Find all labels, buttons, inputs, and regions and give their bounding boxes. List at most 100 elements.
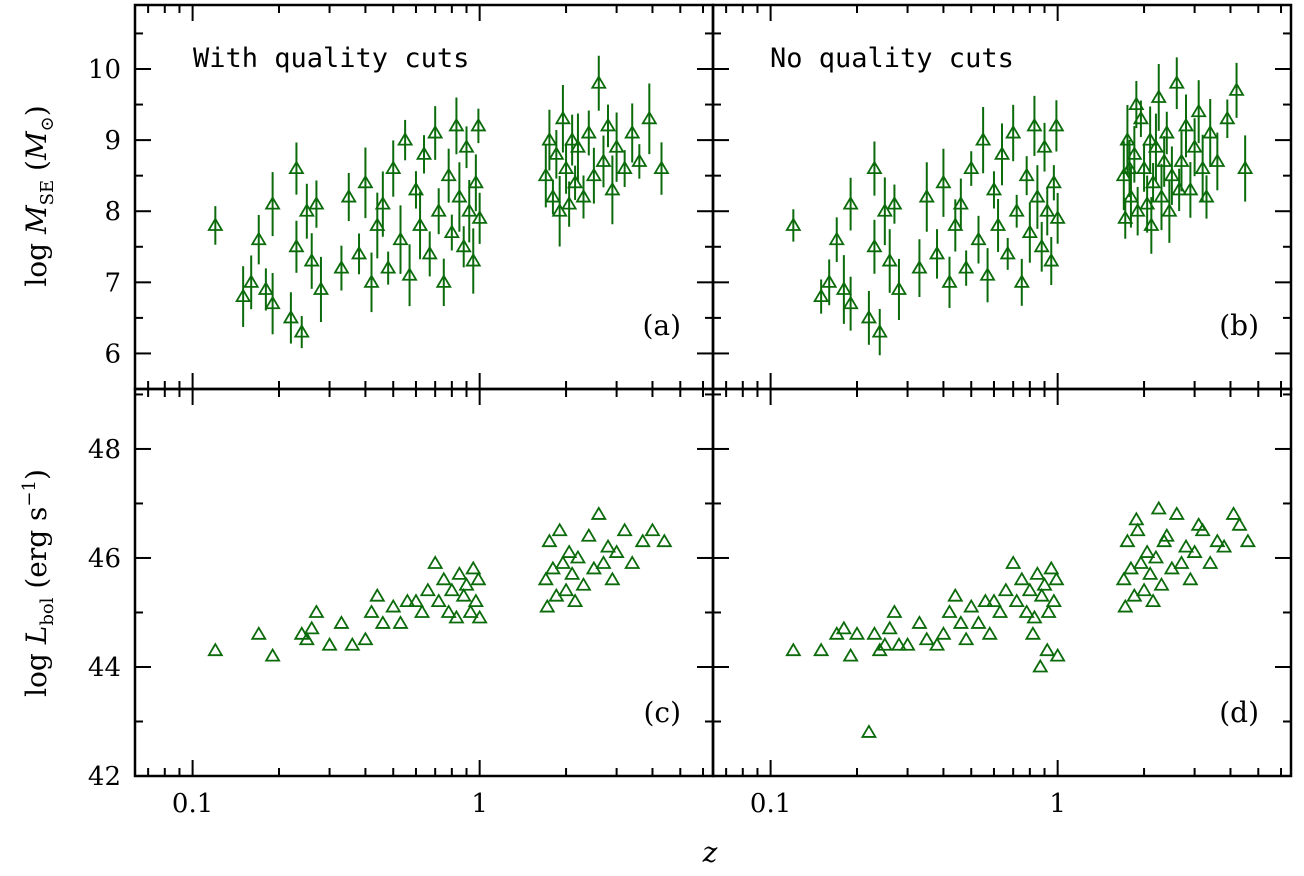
data-point	[590, 74, 607, 89]
data-point	[866, 626, 883, 640]
data-point	[876, 202, 893, 217]
data-point	[656, 533, 673, 548]
data-series	[785, 500, 1256, 738]
data-point	[419, 582, 436, 597]
data-point	[1018, 167, 1035, 182]
data-point	[567, 174, 584, 189]
data-point	[928, 245, 946, 260]
data-point	[1239, 533, 1256, 548]
data-point	[557, 160, 575, 175]
data-point	[207, 217, 224, 231]
data-point	[595, 555, 612, 569]
data-point	[357, 631, 374, 646]
data-point	[250, 231, 267, 246]
data-point	[604, 571, 621, 586]
data-point	[1161, 202, 1178, 217]
data-point	[997, 582, 1014, 597]
data-point	[1121, 160, 1138, 175]
data-point	[899, 636, 916, 651]
data-series	[785, 57, 1254, 356]
data-point	[590, 506, 607, 520]
y-tick-label: 6	[104, 339, 121, 369]
data-point	[991, 604, 1009, 618]
data-point	[1143, 217, 1160, 231]
x-tick-label: 1	[1049, 789, 1066, 819]
data-point	[1209, 533, 1226, 548]
data-point	[1177, 538, 1195, 553]
data-point	[842, 195, 859, 210]
data-point	[1142, 131, 1159, 146]
data-point	[1168, 506, 1185, 520]
data-point	[1158, 124, 1175, 139]
data-point	[561, 195, 578, 210]
data-point	[1150, 500, 1167, 515]
panel-label: (b)	[1219, 309, 1259, 342]
data-point	[421, 245, 438, 260]
data-point	[321, 636, 338, 651]
data-point	[544, 188, 562, 203]
panel-d: 0.1 1 (d)	[711, 387, 1293, 819]
data-point	[308, 604, 325, 618]
data-point	[1147, 138, 1165, 153]
data-point	[1033, 587, 1050, 602]
data-series	[207, 55, 670, 349]
data-point	[458, 138, 475, 153]
data-point	[1115, 571, 1132, 586]
data-point	[243, 274, 260, 288]
data-point	[1029, 566, 1046, 580]
data-point	[537, 167, 554, 182]
data-point	[1029, 188, 1046, 203]
data-point	[380, 259, 397, 274]
data-point	[599, 117, 617, 132]
y-tick-label: 42	[88, 762, 121, 792]
data-point	[1139, 544, 1156, 558]
data-point	[443, 224, 460, 239]
data-point	[970, 231, 987, 246]
data-point	[541, 131, 558, 146]
data-point	[947, 587, 964, 602]
data-point	[427, 555, 444, 569]
data-point	[1147, 549, 1165, 564]
data-point	[288, 238, 305, 253]
data-point	[1032, 658, 1049, 673]
data-point	[918, 188, 935, 203]
data-point	[467, 174, 484, 189]
data-point	[462, 604, 479, 618]
data-point	[947, 217, 964, 231]
data-point	[374, 615, 391, 629]
data-point	[539, 598, 556, 613]
data-point	[440, 167, 457, 182]
data-point	[886, 604, 903, 618]
data-point	[1024, 626, 1041, 640]
data-point	[554, 110, 571, 125]
y-tick-label: 46	[88, 544, 121, 574]
data-point	[411, 217, 429, 231]
data-point	[1228, 82, 1245, 96]
panel-c: 0.1 1 42 44 46 48 (c)	[88, 387, 715, 819]
data-point	[1119, 131, 1136, 146]
data-point	[465, 560, 482, 575]
data-point	[1150, 89, 1167, 103]
data-point	[1168, 74, 1185, 89]
data-series	[207, 506, 673, 662]
data-point	[1021, 224, 1038, 239]
data-point	[1126, 146, 1143, 160]
data-point	[401, 266, 418, 281]
data-point	[979, 266, 996, 281]
data-point	[1177, 117, 1195, 132]
data-point	[1128, 511, 1145, 526]
data-point	[958, 631, 975, 646]
data-point	[443, 582, 460, 597]
data-point	[564, 131, 581, 146]
data-point	[363, 604, 380, 618]
x-tick-label: 1	[471, 789, 488, 819]
data-point	[1163, 167, 1180, 182]
data-point	[333, 259, 350, 274]
data-point	[1043, 252, 1060, 267]
data-point	[977, 593, 994, 608]
data-point	[1225, 506, 1242, 520]
data-point	[1198, 188, 1215, 203]
data-point	[467, 593, 484, 608]
data-point	[293, 323, 310, 338]
data-point	[886, 195, 903, 210]
